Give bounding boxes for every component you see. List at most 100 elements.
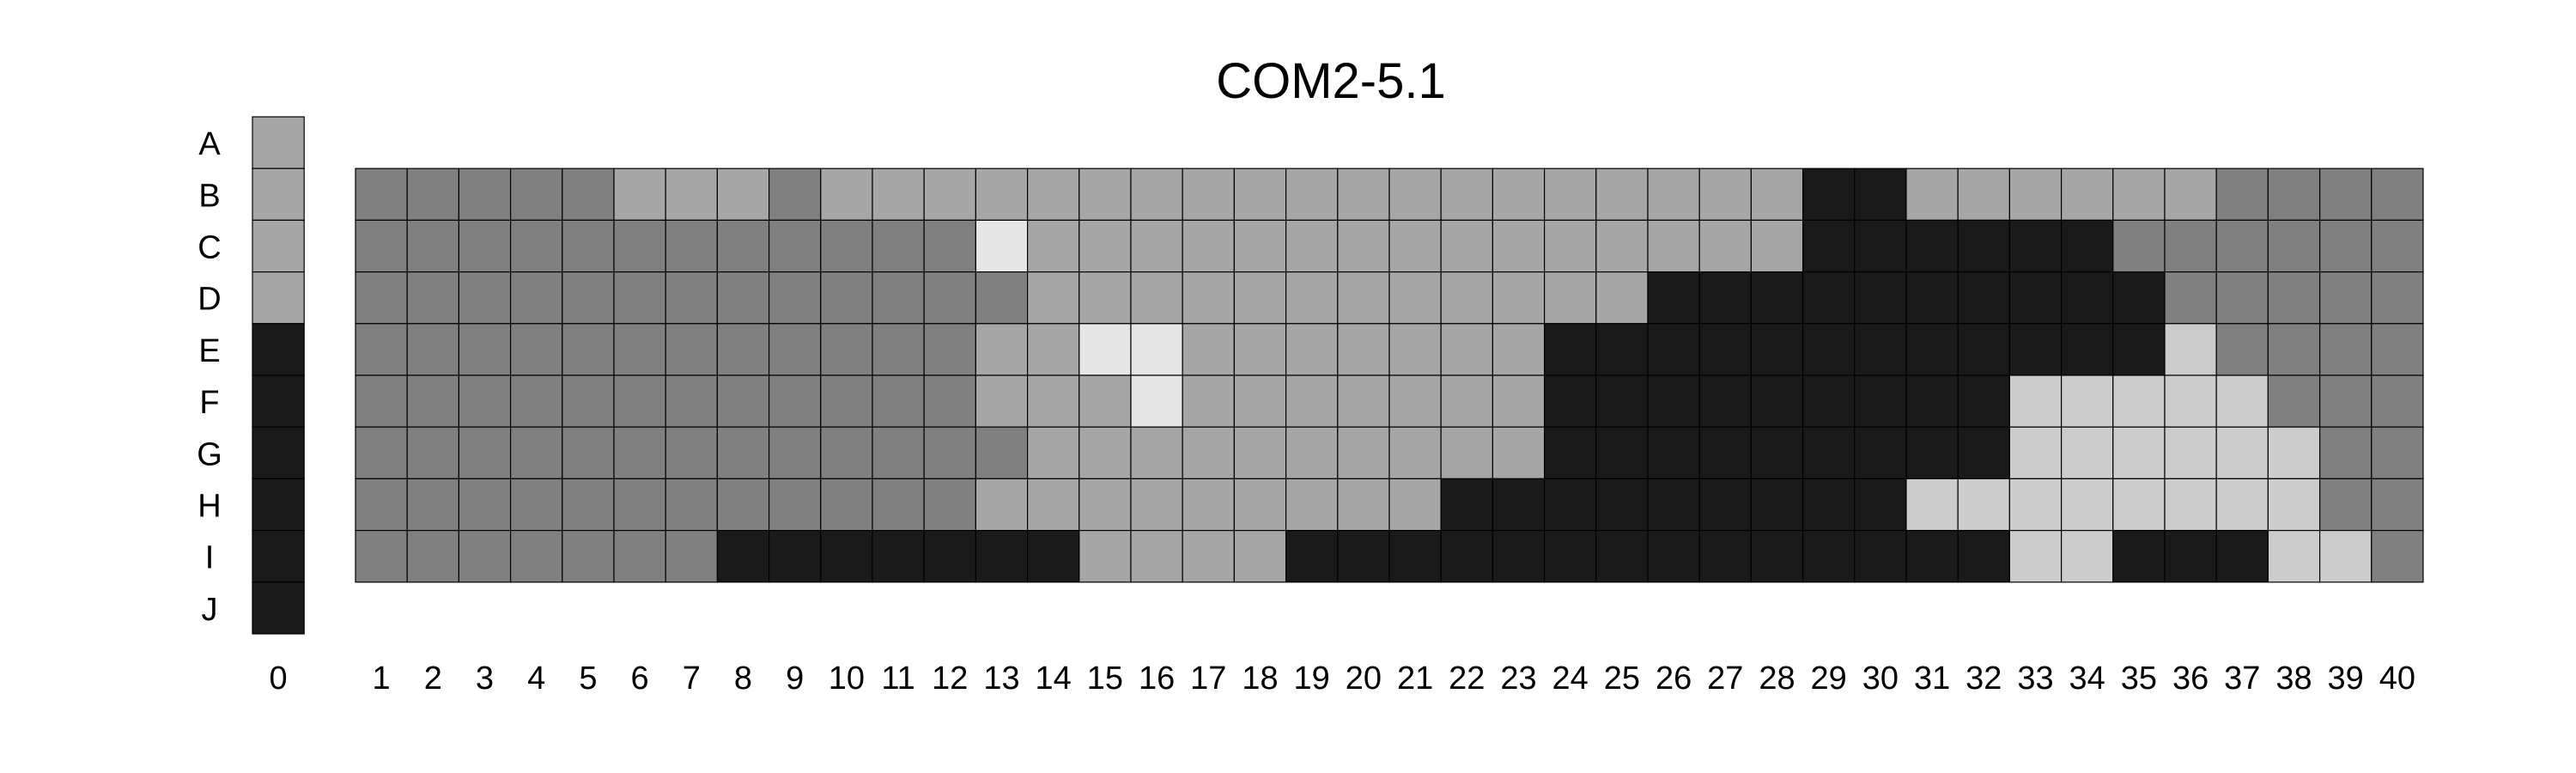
cell-F-17 bbox=[1182, 374, 1235, 428]
cell-E-34 bbox=[2061, 323, 2114, 376]
cell-D-23 bbox=[1492, 271, 1546, 325]
cell-I-7 bbox=[665, 529, 719, 583]
cell-B-2 bbox=[406, 167, 460, 221]
cell-B-17 bbox=[1182, 167, 1235, 221]
cell-F-38 bbox=[2267, 374, 2321, 428]
cell-G-25 bbox=[1595, 426, 1649, 480]
cell-B-33 bbox=[2008, 167, 2063, 221]
cell-G-11 bbox=[872, 426, 925, 480]
cell-C-0 bbox=[252, 219, 305, 273]
cell-I-25 bbox=[1595, 529, 1649, 583]
cell-G-28 bbox=[1750, 426, 1804, 480]
cell-I-3 bbox=[458, 529, 512, 583]
row-label-J: J bbox=[202, 592, 218, 628]
cell-I-6 bbox=[613, 529, 666, 583]
cell-G-13 bbox=[975, 426, 1029, 480]
cell-H-24 bbox=[1543, 478, 1597, 532]
cell-E-33 bbox=[2008, 323, 2063, 376]
column-label-22: 22 bbox=[1449, 660, 1485, 697]
cell-D-16 bbox=[1130, 271, 1183, 325]
cell-G-35 bbox=[2112, 426, 2166, 480]
cell-I-32 bbox=[1957, 529, 2010, 583]
row-label-B: B bbox=[198, 178, 220, 214]
cell-C-9 bbox=[768, 219, 822, 273]
cell-F-27 bbox=[1698, 374, 1752, 428]
column-label-40: 40 bbox=[2379, 660, 2415, 697]
cell-F-19 bbox=[1285, 374, 1339, 428]
cell-G-19 bbox=[1285, 426, 1339, 480]
cell-C-33 bbox=[2008, 219, 2063, 273]
cell-D-10 bbox=[820, 271, 873, 325]
column-label-8: 8 bbox=[734, 660, 752, 697]
cell-I-20 bbox=[1337, 529, 1390, 583]
cell-B-3 bbox=[458, 167, 512, 221]
cell-D-3 bbox=[458, 271, 512, 325]
cell-E-14 bbox=[1026, 323, 1080, 376]
cell-D-21 bbox=[1388, 271, 1442, 325]
cell-H-30 bbox=[1854, 478, 1907, 532]
cell-H-32 bbox=[1957, 478, 2010, 532]
cell-I-35 bbox=[2112, 529, 2166, 583]
cell-G-1 bbox=[355, 426, 408, 480]
cell-G-40 bbox=[2371, 426, 2424, 480]
cell-E-0 bbox=[252, 323, 305, 376]
cell-E-19 bbox=[1285, 323, 1339, 376]
row-label-F: F bbox=[199, 385, 219, 421]
cell-I-28 bbox=[1750, 529, 1804, 583]
row-label-G: G bbox=[197, 436, 222, 472]
cell-G-7 bbox=[665, 426, 719, 480]
cell-G-9 bbox=[768, 426, 822, 480]
cell-H-0 bbox=[252, 478, 305, 532]
cell-F-15 bbox=[1078, 374, 1132, 428]
column-label-15: 15 bbox=[1087, 660, 1123, 697]
cell-B-19 bbox=[1285, 167, 1339, 221]
cell-B-39 bbox=[2319, 167, 2372, 221]
cell-F-32 bbox=[1957, 374, 2010, 428]
cell-C-3 bbox=[458, 219, 512, 273]
cell-E-39 bbox=[2319, 323, 2372, 376]
cell-F-25 bbox=[1595, 374, 1649, 428]
cell-D-4 bbox=[509, 271, 563, 325]
cell-H-9 bbox=[768, 478, 822, 532]
cell-I-36 bbox=[2164, 529, 2217, 583]
cell-H-5 bbox=[562, 478, 615, 532]
cell-F-2 bbox=[406, 374, 460, 428]
column-label-13: 13 bbox=[983, 660, 1019, 697]
row-label-C: C bbox=[197, 230, 221, 266]
cell-I-1 bbox=[355, 529, 408, 583]
cell-C-29 bbox=[1802, 219, 1856, 273]
cell-C-24 bbox=[1543, 219, 1597, 273]
column-label-5: 5 bbox=[579, 660, 597, 697]
cell-F-14 bbox=[1026, 374, 1080, 428]
cell-I-33 bbox=[2008, 529, 2063, 583]
cell-B-7 bbox=[665, 167, 719, 221]
column-label-39: 39 bbox=[2328, 660, 2364, 697]
cell-F-37 bbox=[2215, 374, 2269, 428]
cell-B-11 bbox=[872, 167, 925, 221]
cell-C-19 bbox=[1285, 219, 1339, 273]
cell-H-28 bbox=[1750, 478, 1804, 532]
cell-I-5 bbox=[562, 529, 615, 583]
cell-E-6 bbox=[613, 323, 666, 376]
cell-E-22 bbox=[1440, 323, 1493, 376]
cell-H-6 bbox=[613, 478, 666, 532]
cell-C-11 bbox=[872, 219, 925, 273]
cell-F-1 bbox=[355, 374, 408, 428]
cell-E-23 bbox=[1492, 323, 1546, 376]
cell-E-29 bbox=[1802, 323, 1856, 376]
cell-C-38 bbox=[2267, 219, 2321, 273]
column-label-4: 4 bbox=[527, 660, 545, 697]
cell-H-13 bbox=[975, 478, 1029, 532]
cell-D-6 bbox=[613, 271, 666, 325]
cell-F-23 bbox=[1492, 374, 1546, 428]
cell-F-16 bbox=[1130, 374, 1183, 428]
cell-C-18 bbox=[1233, 219, 1287, 273]
cell-H-23 bbox=[1492, 478, 1546, 532]
row-label-I: I bbox=[205, 540, 215, 576]
cell-F-21 bbox=[1388, 374, 1442, 428]
cell-E-24 bbox=[1543, 323, 1597, 376]
cell-B-27 bbox=[1698, 167, 1752, 221]
cell-C-2 bbox=[406, 219, 460, 273]
column-label-32: 32 bbox=[1965, 660, 2002, 697]
cell-B-14 bbox=[1026, 167, 1080, 221]
